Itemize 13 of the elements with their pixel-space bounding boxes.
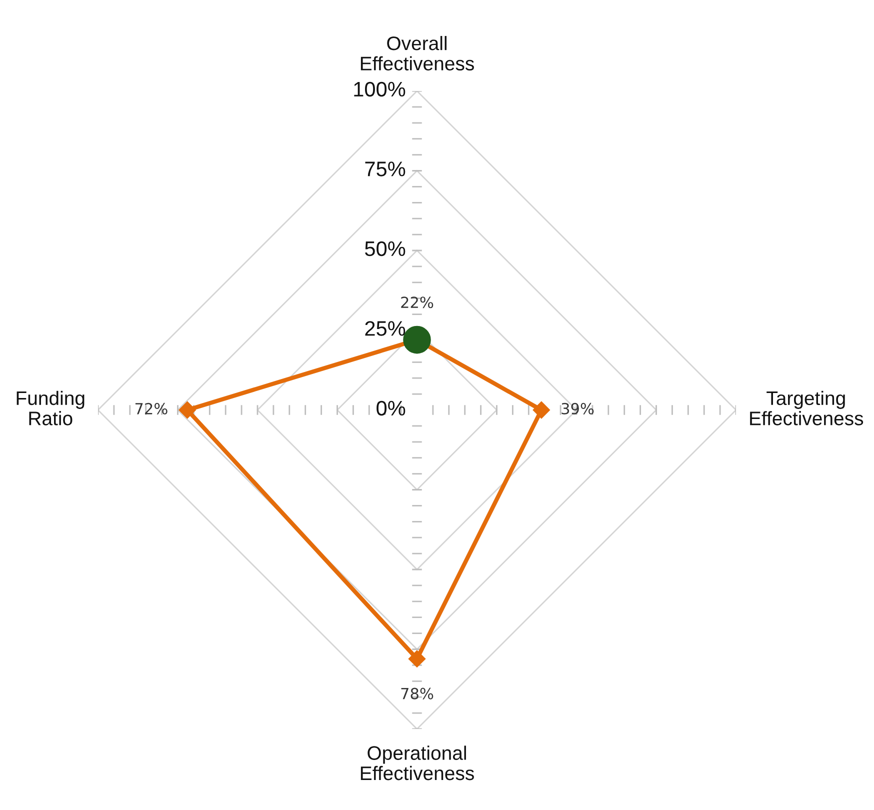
- data-label: 72%: [135, 402, 168, 414]
- data-label: 78%: [401, 688, 434, 700]
- y-tick-label: 50%: [365, 241, 406, 256]
- data-label: 22%: [401, 296, 434, 308]
- spoke-label: Funding Ratio: [16, 390, 84, 426]
- spoke-label: Targeting Effectiveness: [750, 390, 864, 426]
- y-tick-label: 100%: [354, 82, 406, 97]
- spoke-label: Overall Effectiveness: [360, 36, 474, 70]
- data-label: 39%: [562, 402, 594, 414]
- y-tick-label: 25%: [365, 321, 406, 336]
- y-tick-label: 75%: [365, 162, 406, 176]
- y-tick-label: 0%: [376, 400, 406, 416]
- spoke-label: Operational Effectiveness: [360, 746, 474, 780]
